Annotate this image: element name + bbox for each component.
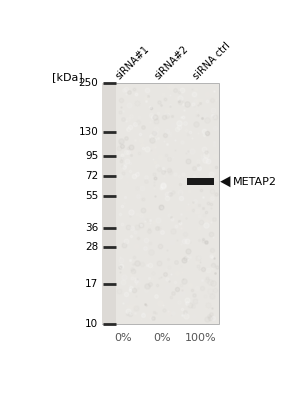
Bar	[102, 84, 219, 324]
Polygon shape	[220, 176, 230, 187]
Text: 17: 17	[85, 279, 98, 289]
Text: 55: 55	[85, 192, 98, 202]
Text: 0%: 0%	[153, 333, 171, 343]
Text: 95: 95	[85, 151, 98, 161]
Text: [kDa]: [kDa]	[51, 72, 82, 82]
Bar	[102, 84, 116, 324]
Text: siRNA#2: siRNA#2	[153, 43, 190, 81]
Text: METAP2: METAP2	[233, 177, 277, 187]
Text: 72: 72	[85, 171, 98, 181]
Text: 28: 28	[85, 242, 98, 252]
Text: siRNA#1: siRNA#1	[114, 44, 151, 81]
Bar	[187, 178, 215, 185]
Text: 36: 36	[85, 223, 98, 233]
Text: 100%: 100%	[185, 333, 217, 343]
Text: siRNA ctrl: siRNA ctrl	[191, 40, 232, 81]
Text: 0%: 0%	[115, 333, 132, 343]
Text: 250: 250	[78, 78, 98, 88]
Text: 130: 130	[78, 127, 98, 137]
Text: 10: 10	[85, 319, 98, 329]
